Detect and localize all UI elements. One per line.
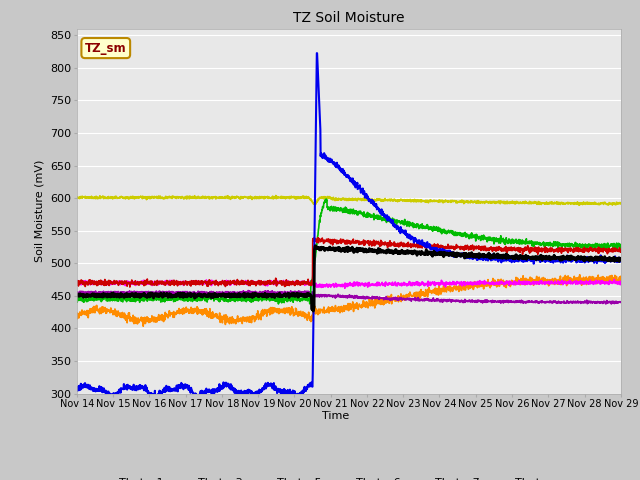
Theta_7: [323, 294, 331, 300]
Theta_1: [602, 247, 609, 253]
Theta_3: [272, 192, 280, 198]
Theta_3: [338, 197, 346, 203]
Theta_5: [313, 50, 321, 56]
Theta_5: [148, 396, 156, 401]
Theta_7: [338, 294, 346, 300]
Theta_5: [338, 168, 346, 173]
Theta_4: [502, 236, 509, 242]
Theta_5: [100, 389, 108, 395]
Line: Theta_3: Theta_3: [77, 195, 621, 205]
Theta_6: [337, 282, 345, 288]
Theta_6: [601, 280, 609, 286]
Theta_avg: [502, 252, 509, 258]
Theta_7: [602, 300, 609, 305]
Theta_6: [617, 281, 625, 287]
Theta_3: [575, 203, 583, 208]
Text: TZ_sm: TZ_sm: [85, 42, 127, 55]
Theta_4: [73, 296, 81, 302]
Theta_1: [602, 247, 609, 253]
Theta_6: [502, 280, 509, 286]
Theta_4: [100, 295, 108, 300]
Line: Theta_avg: Theta_avg: [77, 246, 621, 311]
Theta_7: [502, 299, 509, 305]
Theta_3: [73, 195, 81, 201]
Theta_avg: [338, 248, 346, 253]
Theta_6: [341, 286, 349, 291]
Theta_7: [601, 300, 609, 306]
Theta_avg: [311, 243, 319, 249]
Theta_4: [275, 301, 282, 307]
Theta_avg: [100, 293, 108, 299]
Theta_3: [100, 194, 108, 200]
Theta_4: [338, 207, 346, 213]
Theta_6: [73, 281, 81, 287]
Theta_avg: [324, 246, 332, 252]
Title: TZ Soil Moisture: TZ Soil Moisture: [293, 11, 404, 25]
Theta_3: [323, 195, 331, 201]
Theta_5: [602, 257, 609, 263]
Theta_5: [617, 256, 625, 262]
Theta_5: [324, 157, 332, 163]
Theta_avg: [602, 257, 609, 263]
Line: Theta_1: Theta_1: [77, 238, 621, 287]
Theta_4: [602, 243, 609, 249]
Theta_2: [576, 272, 584, 277]
Theta_avg: [617, 257, 625, 263]
Theta_6: [611, 276, 618, 282]
Theta_avg: [602, 257, 609, 263]
Theta_2: [502, 281, 509, 287]
Theta_2: [617, 277, 625, 283]
X-axis label: Time: Time: [321, 410, 349, 420]
Theta_3: [602, 201, 609, 206]
Theta_1: [73, 281, 81, 287]
Theta_6: [323, 282, 331, 288]
Theta_avg: [73, 292, 81, 298]
Line: Theta_7: Theta_7: [77, 290, 621, 304]
Theta_5: [502, 255, 509, 261]
Theta_3: [502, 200, 509, 206]
Line: Theta_2: Theta_2: [77, 275, 621, 326]
Theta_5: [73, 388, 81, 394]
Theta_2: [338, 305, 346, 311]
Theta_1: [314, 235, 322, 240]
Theta_2: [73, 316, 81, 322]
Theta_2: [323, 306, 331, 312]
Theta_7: [244, 288, 252, 293]
Theta_1: [502, 243, 509, 249]
Theta_2: [602, 277, 609, 283]
Theta_1: [324, 239, 332, 244]
Theta_7: [617, 300, 625, 305]
Theta_2: [140, 324, 147, 329]
Theta_6: [100, 279, 108, 285]
Theta_4: [324, 204, 332, 210]
Theta_3: [602, 200, 609, 205]
Theta_1: [338, 239, 346, 244]
Theta_avg: [310, 308, 317, 314]
Y-axis label: Soil Moisture (mV): Soil Moisture (mV): [35, 160, 45, 263]
Theta_7: [602, 301, 610, 307]
Theta_4: [323, 196, 330, 202]
Theta_4: [602, 246, 609, 252]
Line: Theta_5: Theta_5: [77, 53, 621, 398]
Theta_1: [617, 247, 625, 253]
Theta_7: [100, 290, 108, 296]
Theta_1: [100, 279, 108, 285]
Theta_4: [617, 242, 625, 248]
Line: Theta_4: Theta_4: [77, 199, 621, 304]
Theta_3: [617, 201, 625, 206]
Theta_7: [73, 290, 81, 296]
Theta_6: [602, 280, 609, 286]
Theta_5: [602, 258, 609, 264]
Theta_2: [100, 308, 108, 314]
Line: Theta_6: Theta_6: [77, 279, 621, 288]
Theta_2: [602, 279, 609, 285]
Legend: Theta_1, Theta_2, Theta_3, Theta_4, Theta_5, Theta_6, Theta_7, Theta_avg: Theta_1, Theta_2, Theta_3, Theta_4, Thet…: [93, 478, 573, 480]
Theta_1: [126, 284, 134, 290]
